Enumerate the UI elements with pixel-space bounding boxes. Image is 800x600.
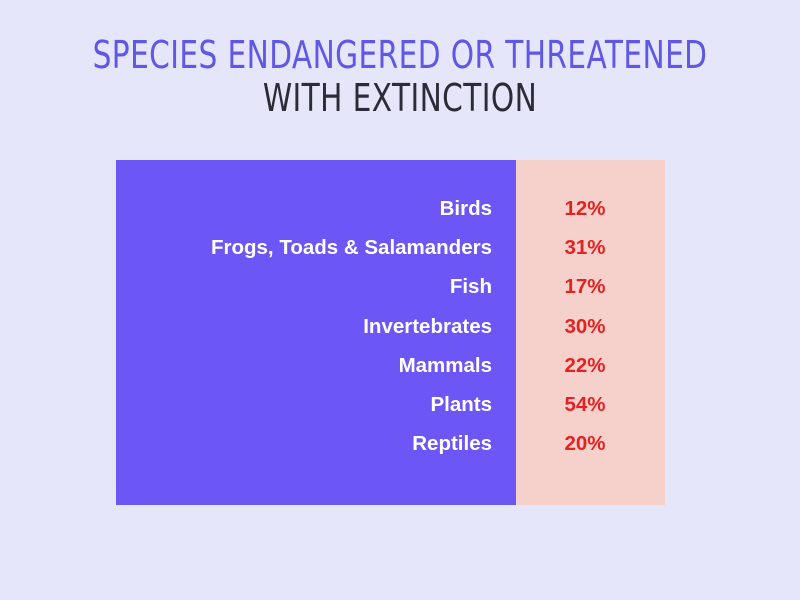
value-label: 12%: [564, 197, 606, 220]
category-label: Birds: [439, 197, 492, 220]
category-label: Invertebrates: [363, 314, 492, 338]
category-label: Fish: [449, 275, 492, 299]
category-label: Mammals: [398, 353, 492, 377]
value-label: 20%: [564, 432, 606, 456]
value-column: 12% 31% 17% 30% 22% 54% 20%: [516, 160, 665, 505]
value-label: 31%: [564, 236, 606, 260]
category-column: Birds Frogs, Toads & Salamanders Fish Inver…: [116, 160, 516, 505]
value-label: 17%: [564, 275, 606, 299]
category-label: Frogs, Toads & Salamanders: [210, 236, 492, 260]
value-label: 22%: [564, 353, 606, 377]
chart-title-line-1: SPECIES ENDANGERED OR THREATENED: [92, 33, 708, 77]
category-label: Plants: [430, 393, 492, 416]
category-label: Reptiles: [412, 432, 492, 456]
value-label: 54%: [564, 393, 606, 416]
chart-title-line-2: WITH EXTINCTION: [262, 76, 538, 120]
data-table: Birds Frogs, Toads & Salamanders Fish Inver…: [116, 160, 665, 505]
value-label: 30%: [564, 314, 606, 338]
